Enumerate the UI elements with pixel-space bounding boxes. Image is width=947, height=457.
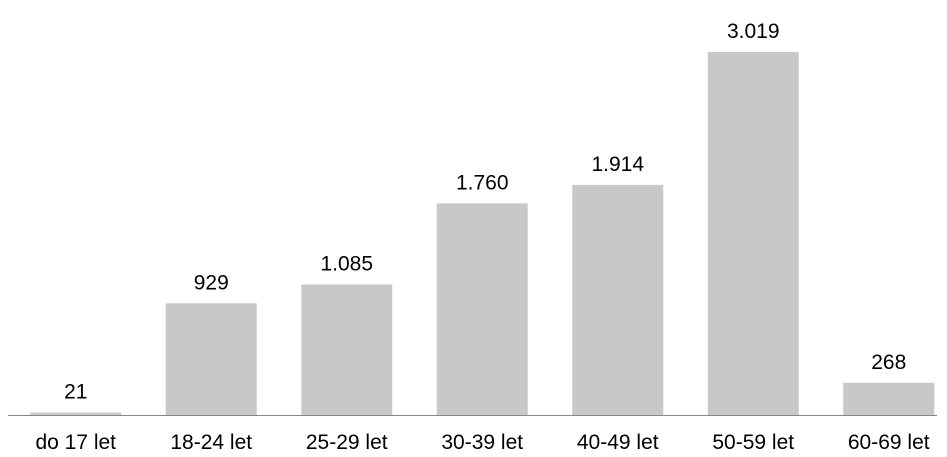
bar-3 bbox=[436, 203, 528, 415]
bar-2 bbox=[301, 284, 393, 415]
value-label-2: 1.085 bbox=[320, 253, 373, 276]
x-tick-labels-group: do 17 let 18-24 let 25-29 let 30-39 let 40-4… bbox=[35, 431, 929, 454]
value-label-4: 1.914 bbox=[591, 153, 644, 176]
bars-group bbox=[30, 52, 935, 415]
bar-6 bbox=[843, 382, 935, 415]
value-label-6: 268 bbox=[871, 351, 906, 374]
x-tick-label-4: 40-49 let bbox=[577, 431, 659, 454]
bar-0 bbox=[30, 412, 122, 415]
value-label-3: 1.760 bbox=[456, 171, 509, 194]
bar-4 bbox=[572, 184, 664, 415]
value-label-1: 929 bbox=[194, 271, 229, 294]
value-label-0: 21 bbox=[64, 380, 87, 403]
bar-1 bbox=[165, 303, 257, 415]
bar-5 bbox=[707, 52, 799, 415]
x-tick-label-6: 60-69 let bbox=[848, 431, 930, 454]
value-labels-group: 21 929 1.085 1.760 1.914 3.019 268 bbox=[64, 20, 906, 403]
x-tick-label-3: 30-39 let bbox=[441, 431, 523, 454]
x-tick-label-0: do 17 let bbox=[35, 431, 116, 454]
x-tick-label-2: 25-29 let bbox=[306, 431, 388, 454]
x-tick-label-5: 50-59 let bbox=[712, 431, 794, 454]
value-label-5: 3.019 bbox=[727, 20, 780, 43]
x-tick-label-1: 18-24 let bbox=[170, 431, 252, 454]
